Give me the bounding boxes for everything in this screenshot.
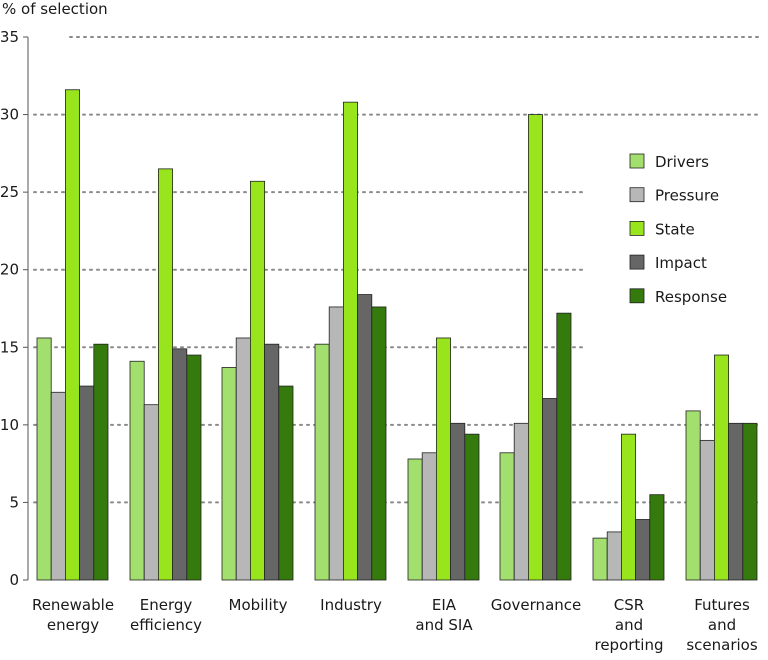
bar-pressure-5 xyxy=(513,422,529,581)
bar-response-7 xyxy=(742,422,758,581)
bar-impact-3 xyxy=(357,294,373,581)
bar-response-6 xyxy=(649,494,665,581)
y-tick-label: 20 xyxy=(0,261,19,279)
y-tick-label: 35 xyxy=(0,28,19,46)
bar-response-3 xyxy=(371,306,387,581)
y-axis-label: % of selection xyxy=(2,0,108,18)
bar-pressure-6 xyxy=(606,531,622,581)
category-label: and xyxy=(615,616,643,634)
bar-response-4 xyxy=(464,433,480,581)
category-label: Futures xyxy=(694,596,750,614)
bar-drivers-1 xyxy=(129,360,145,581)
category-label: Renewable xyxy=(32,596,114,614)
bar-state-7 xyxy=(714,354,730,581)
bar-response-1 xyxy=(186,354,202,581)
bar-drivers-0 xyxy=(36,337,52,581)
category-label: EIA xyxy=(432,596,457,614)
y-tick-label: 0 xyxy=(9,571,19,589)
bar-impact-0 xyxy=(79,385,95,581)
bar-pressure-7 xyxy=(699,439,715,581)
bar-drivers-7 xyxy=(685,410,701,581)
category-label: Mobility xyxy=(229,596,288,614)
legend-swatch-response xyxy=(629,288,645,304)
legend-swatch-drivers xyxy=(629,153,645,169)
bar-pressure-1 xyxy=(143,404,159,581)
category-label: Governance xyxy=(491,596,582,614)
legend-label-response: Response xyxy=(655,288,727,306)
y-tick-label: 10 xyxy=(0,416,19,434)
legend-swatch-state xyxy=(629,220,645,236)
bar-impact-5 xyxy=(542,398,558,581)
category-label: Energy xyxy=(140,596,193,614)
y-tick-label: 30 xyxy=(0,106,19,124)
y-tick-label: 25 xyxy=(0,183,19,201)
bar-response-0 xyxy=(93,343,109,581)
bar-drivers-5 xyxy=(499,452,515,581)
category-label: and SIA xyxy=(415,616,473,634)
category-label: CSR xyxy=(614,596,644,614)
legend-label-drivers: Drivers xyxy=(655,153,709,171)
bar-impact-1 xyxy=(172,348,188,581)
bar-impact-2 xyxy=(264,343,280,581)
legend-swatch-impact xyxy=(629,254,645,270)
legend-label-pressure: Pressure xyxy=(655,187,719,205)
category-label: scenarios xyxy=(686,636,758,654)
category-label: and xyxy=(708,616,736,634)
bar-impact-4 xyxy=(450,422,466,581)
bar-pressure-0 xyxy=(50,391,66,581)
y-tick-label: 15 xyxy=(0,338,19,356)
bar-state-2 xyxy=(249,180,265,581)
legend-swatch-pressure xyxy=(629,187,645,203)
bar-pressure-3 xyxy=(328,306,344,581)
bar-pressure-4 xyxy=(421,452,437,581)
bar-pressure-2 xyxy=(235,337,251,581)
bar-drivers-6 xyxy=(592,537,608,581)
legend-label-state: State xyxy=(655,220,695,238)
bar-impact-7 xyxy=(728,422,744,581)
bar-state-0 xyxy=(65,89,81,581)
y-tick-label: 5 xyxy=(9,493,19,511)
bar-state-6 xyxy=(621,433,637,581)
category-label: energy xyxy=(47,616,99,634)
bar-response-5 xyxy=(556,312,572,581)
bar-drivers-4 xyxy=(407,458,423,581)
bar-response-2 xyxy=(278,385,294,581)
category-label: reporting xyxy=(594,636,663,654)
category-label: efficiency xyxy=(130,616,202,634)
bar-drivers-2 xyxy=(221,367,237,581)
category-label: Industry xyxy=(320,596,382,614)
bar-state-1 xyxy=(157,168,173,581)
bar-state-4 xyxy=(435,337,451,581)
legend-label-impact: Impact xyxy=(655,254,707,272)
bar-drivers-3 xyxy=(314,343,330,581)
bar-impact-6 xyxy=(635,519,651,581)
bar-state-5 xyxy=(528,114,544,581)
bar-state-3 xyxy=(342,101,358,581)
